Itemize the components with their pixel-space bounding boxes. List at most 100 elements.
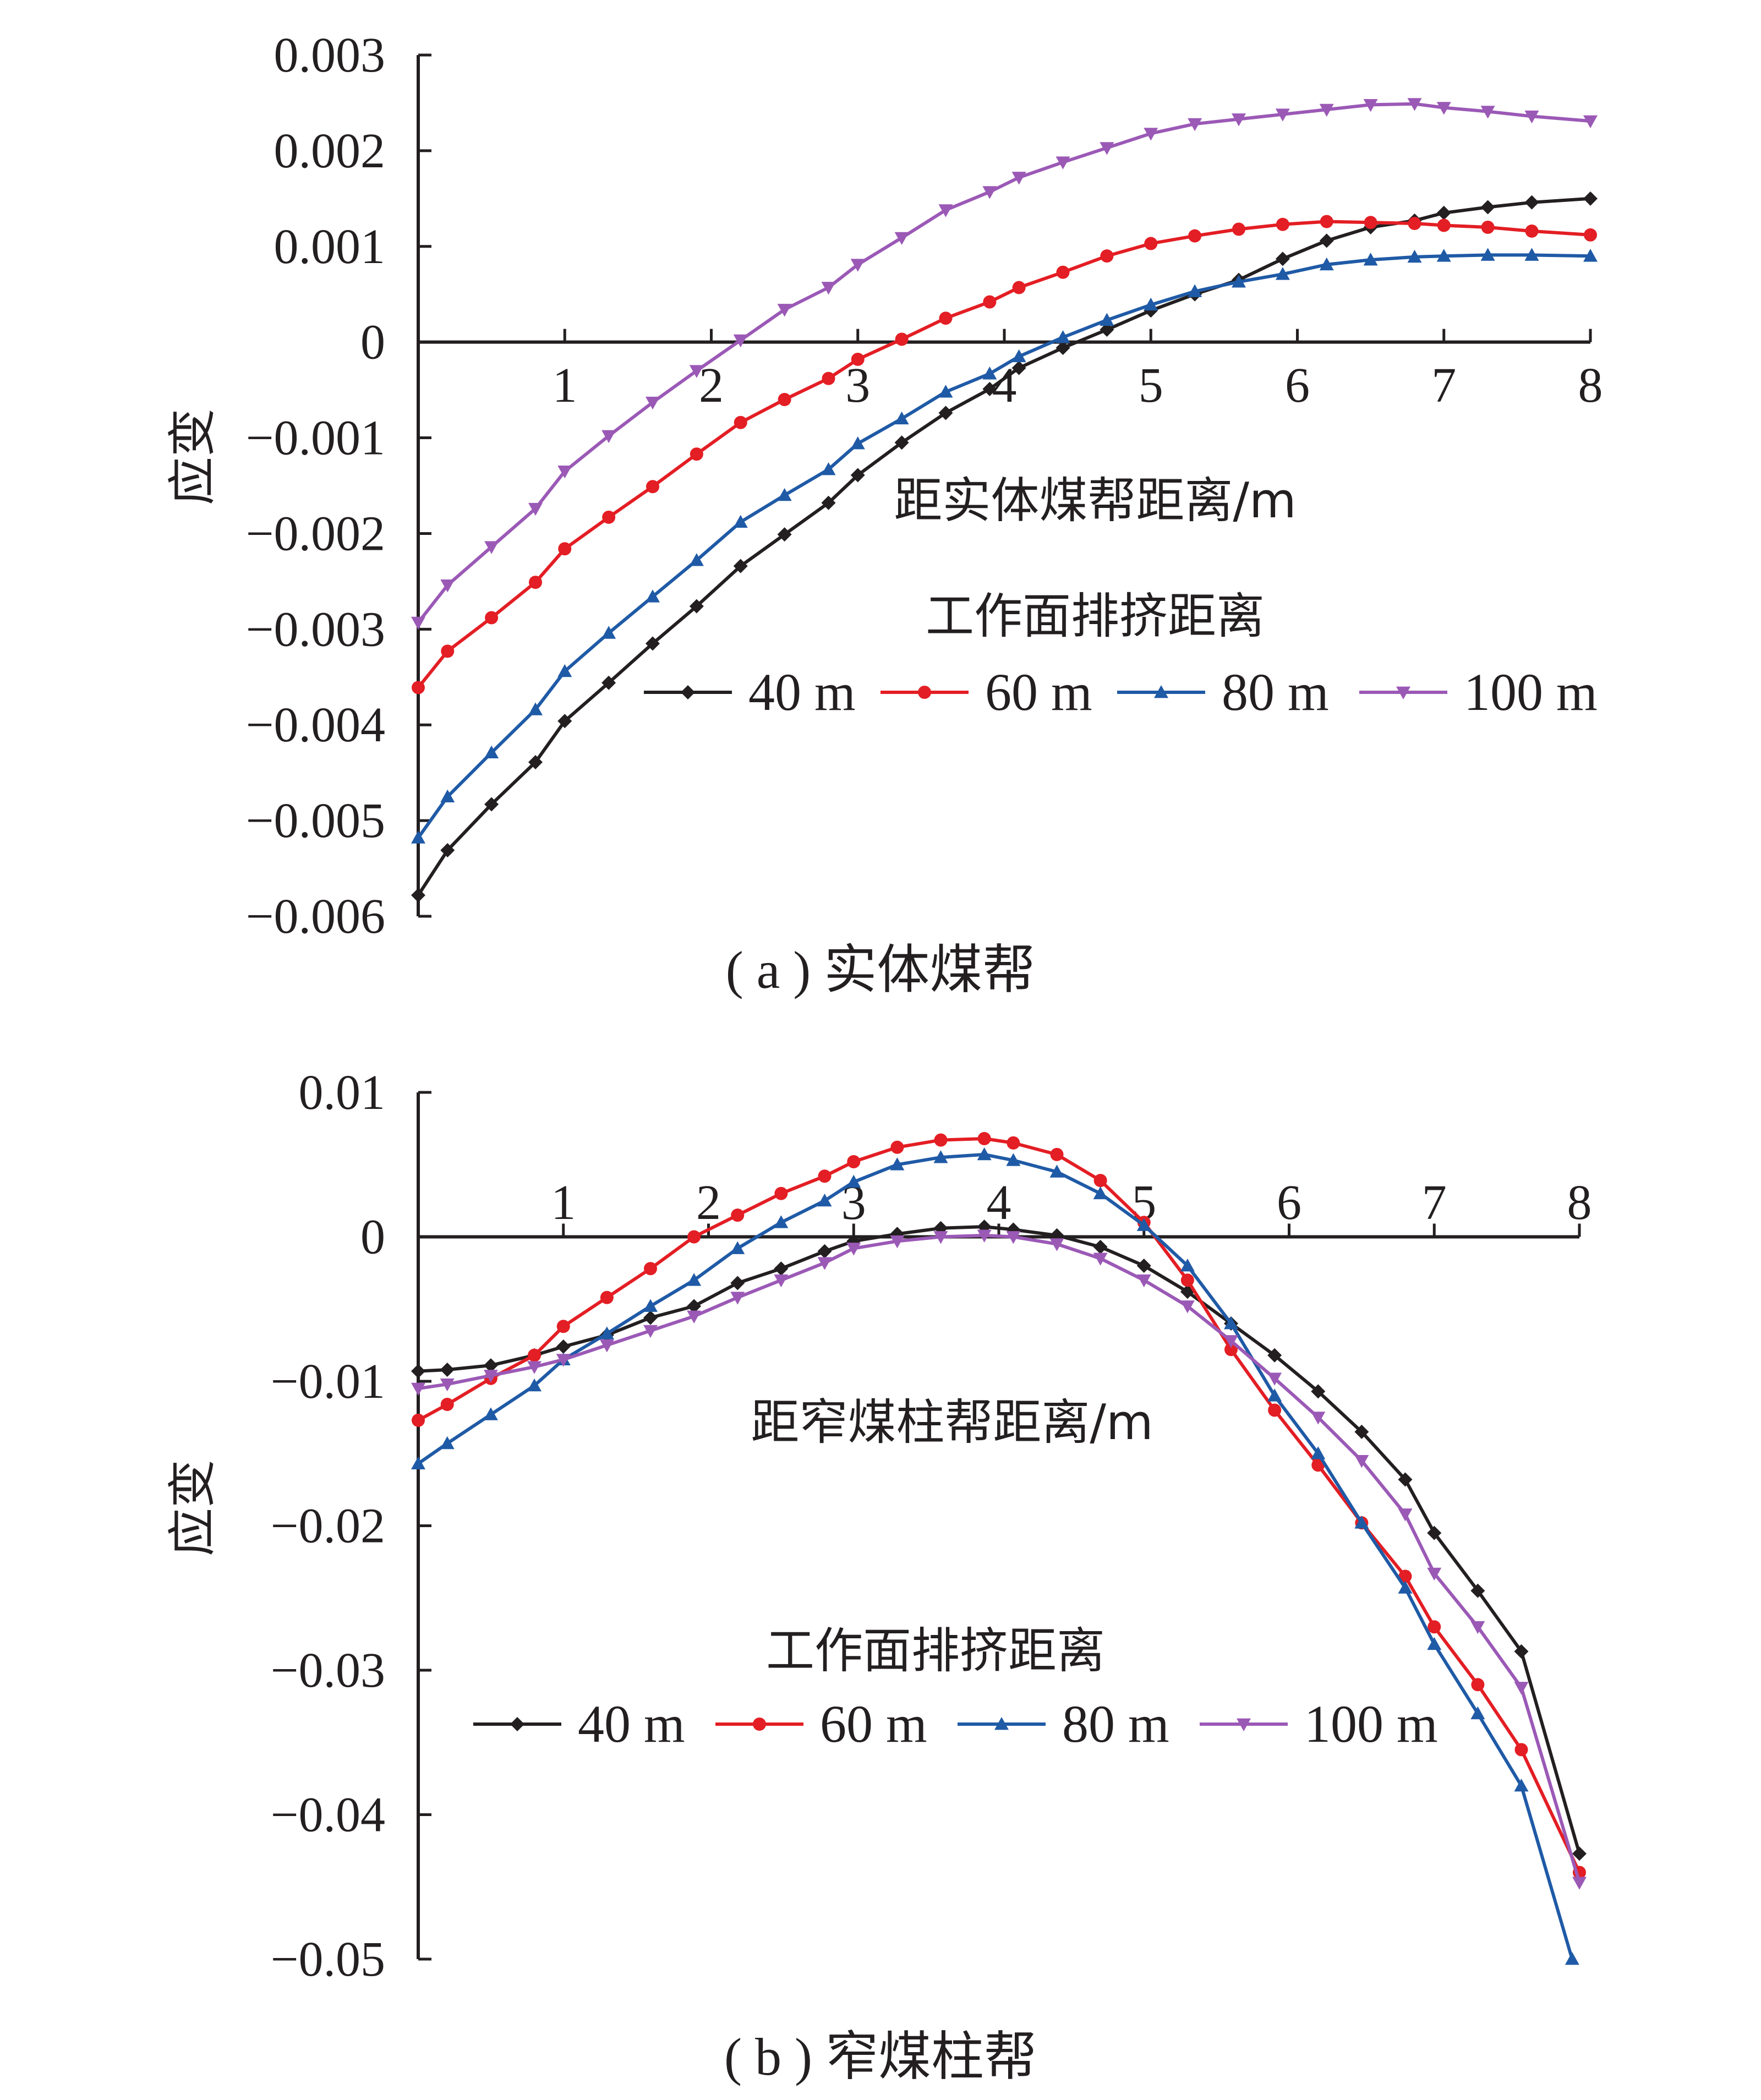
series-100m xyxy=(411,98,1598,630)
legend-label: 100 m xyxy=(1304,1694,1438,1753)
data-point xyxy=(646,589,660,603)
data-point xyxy=(528,1348,541,1362)
y-tick-label: −0.05 xyxy=(271,1932,385,1987)
data-point xyxy=(1584,228,1597,242)
legend-swatch-marker xyxy=(1154,685,1168,698)
data-point xyxy=(1050,1147,1064,1161)
data-point xyxy=(1275,267,1290,280)
data-point xyxy=(1319,233,1334,248)
y-tick-label: −0.02 xyxy=(271,1499,385,1554)
data-point xyxy=(1144,128,1158,141)
legend-label: 80 m xyxy=(1222,663,1329,721)
data-point xyxy=(1276,217,1289,231)
data-point xyxy=(1398,1508,1413,1522)
legend-swatch-marker xyxy=(681,685,695,699)
y-tick-label: −0.03 xyxy=(271,1643,385,1698)
data-point xyxy=(890,1140,904,1154)
data-point xyxy=(1481,221,1495,234)
data-point xyxy=(602,510,616,524)
data-point xyxy=(1524,195,1539,210)
data-point xyxy=(1006,1153,1021,1166)
data-point xyxy=(527,1378,542,1392)
data-point xyxy=(777,527,792,542)
data-point xyxy=(1268,1403,1282,1417)
data-point xyxy=(411,1456,425,1470)
data-point xyxy=(1514,1743,1528,1757)
y-tick-label: −0.004 xyxy=(246,698,385,752)
y-tick-label: −0.003 xyxy=(246,602,385,657)
data-point xyxy=(485,611,499,625)
data-point xyxy=(1224,1335,1238,1348)
data-point xyxy=(557,664,572,677)
data-point xyxy=(982,381,997,396)
data-point xyxy=(1224,1316,1238,1330)
y-axis-label: 应变 xyxy=(164,408,221,505)
data-point xyxy=(1232,113,1246,127)
data-point xyxy=(1583,115,1598,128)
series-100m xyxy=(411,1229,1587,1890)
data-point xyxy=(1180,1259,1195,1272)
legend: 工作面排挤距离 40 m 60 m 80 m 100 m xyxy=(473,1622,1438,1753)
data-point xyxy=(1436,249,1451,262)
data-point xyxy=(690,447,703,461)
data-point xyxy=(599,1326,614,1339)
data-point xyxy=(601,626,616,639)
data-point xyxy=(484,797,499,812)
y-tick-label: −0.04 xyxy=(271,1788,385,1842)
data-point xyxy=(557,466,572,479)
data-point xyxy=(1363,99,1378,112)
data-point xyxy=(982,186,997,199)
data-point xyxy=(1408,217,1421,231)
data-point xyxy=(1136,1274,1151,1288)
data-point xyxy=(1011,172,1026,185)
data-point xyxy=(1188,284,1202,297)
data-point xyxy=(557,714,572,729)
data-point xyxy=(1565,1952,1579,1965)
series-80m xyxy=(411,1147,1579,1965)
data-point xyxy=(556,1354,571,1367)
data-point xyxy=(1583,191,1598,206)
legend-label: 60 m xyxy=(985,663,1092,721)
data-point xyxy=(774,1261,789,1276)
data-point xyxy=(1093,1253,1108,1266)
data-point xyxy=(850,468,865,483)
data-point xyxy=(440,1436,455,1450)
data-point xyxy=(731,1208,745,1222)
data-point xyxy=(689,365,704,378)
data-point xyxy=(1514,1779,1529,1792)
data-point xyxy=(643,1325,658,1338)
data-point xyxy=(528,502,543,516)
data-point xyxy=(556,1320,570,1333)
series-40m xyxy=(411,191,1598,903)
data-point xyxy=(1311,1412,1326,1425)
x-tick-label: 6 xyxy=(1277,1175,1301,1230)
y-tick-label: −0.002 xyxy=(246,506,385,561)
data-point xyxy=(1514,1682,1529,1695)
data-point xyxy=(1311,1384,1326,1399)
data-point xyxy=(983,295,997,309)
data-point xyxy=(1436,102,1451,115)
data-point xyxy=(1275,108,1290,122)
legend-swatch-marker xyxy=(918,686,931,699)
x-tick-label: 8 xyxy=(1567,1175,1592,1230)
data-point xyxy=(412,681,425,694)
y-tick-label: 0.01 xyxy=(299,1065,386,1120)
data-point xyxy=(1049,1238,1064,1251)
data-point xyxy=(687,1310,702,1324)
data-point xyxy=(1180,1300,1195,1314)
data-point xyxy=(777,304,792,317)
legend-label: 60 m xyxy=(820,1694,927,1753)
data-point xyxy=(411,888,425,903)
data-point xyxy=(484,745,499,759)
data-point xyxy=(1093,1186,1108,1200)
legend-swatch-marker xyxy=(1396,686,1410,699)
data-point xyxy=(1267,1348,1282,1363)
data-point xyxy=(643,1310,658,1325)
legend-swatch-marker xyxy=(510,1717,524,1731)
data-point xyxy=(1136,1218,1151,1231)
y-axis-label: 应变 xyxy=(164,1459,221,1556)
legend-swatch-marker xyxy=(994,1717,1009,1730)
series-80m xyxy=(411,248,1598,844)
data-point xyxy=(894,435,909,450)
